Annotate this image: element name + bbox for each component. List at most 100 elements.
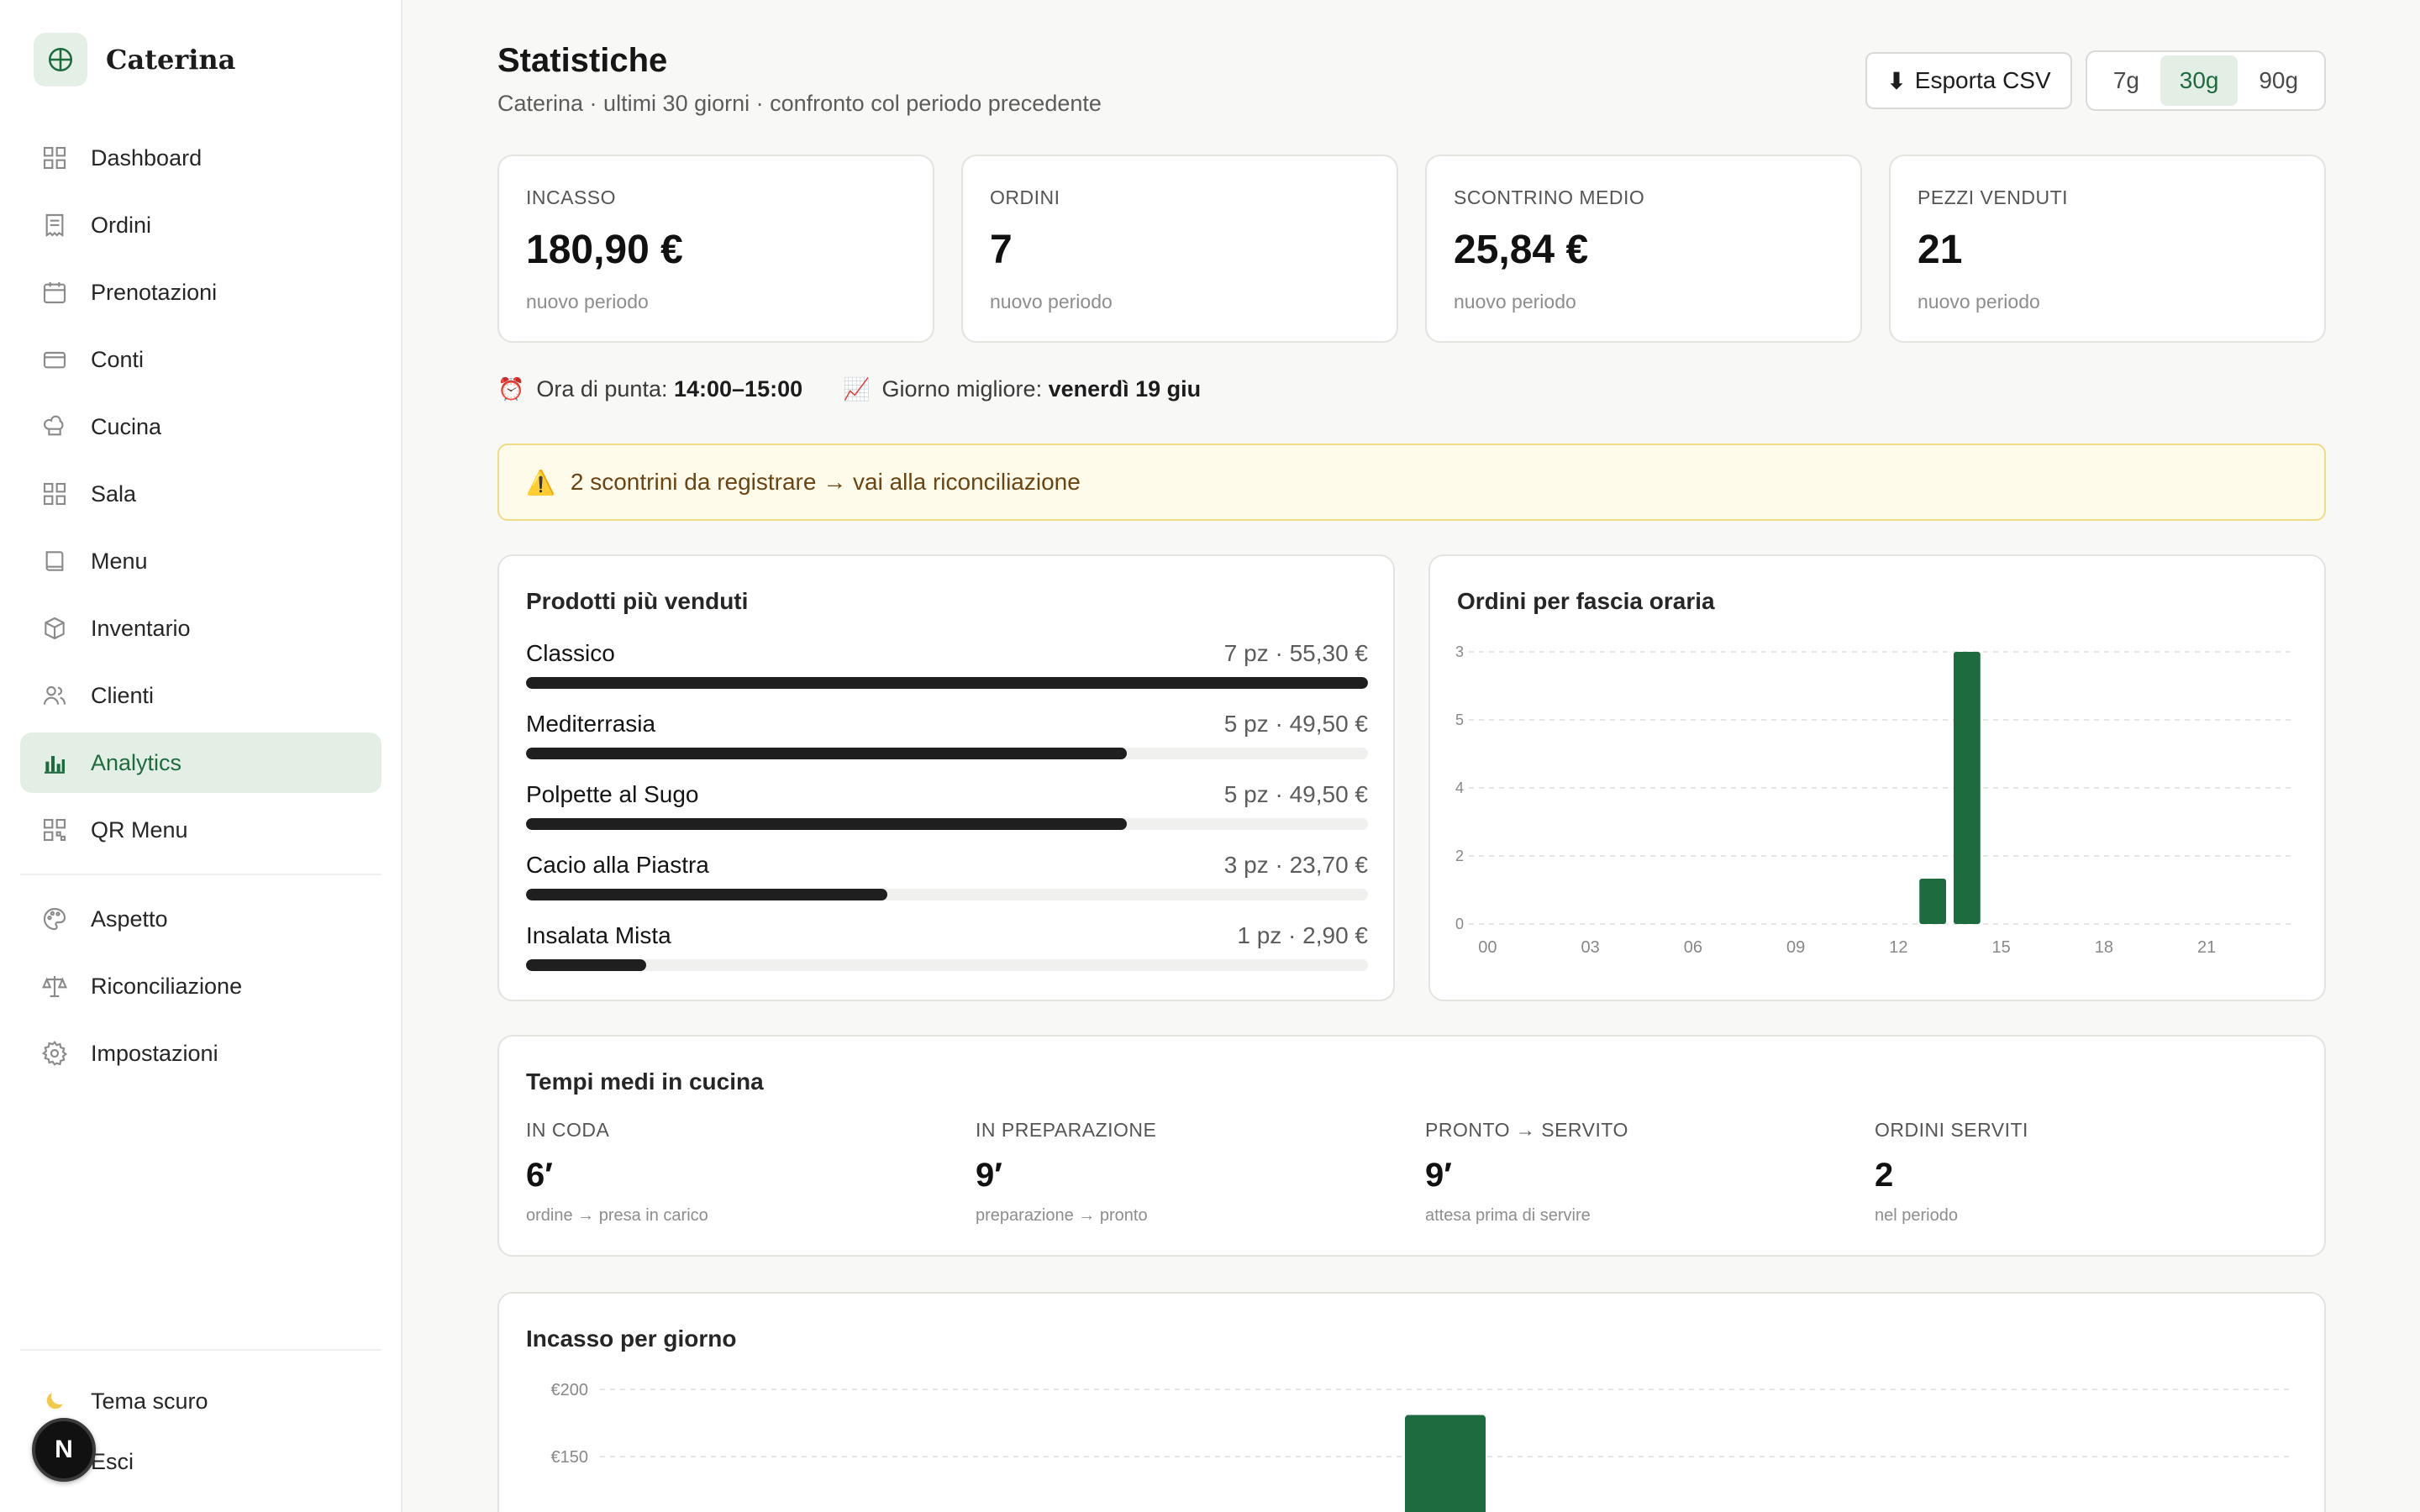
time-sub: preparazione → pronto bbox=[976, 1206, 1148, 1225]
x-tick-label: 09 bbox=[1786, 938, 1805, 957]
y-tick-label: 2 bbox=[1455, 848, 1464, 864]
range-30g-button[interactable]: 30g bbox=[2160, 55, 2238, 106]
time-label: IN PREPARAZIONE bbox=[976, 1119, 1157, 1141]
x-tick-label: 18 bbox=[2095, 938, 2113, 957]
product-row: Mediterrasia 5 pz · 49,50 € bbox=[526, 711, 1368, 759]
sidebar-item-label: Sala bbox=[91, 480, 137, 507]
chart-bar bbox=[1953, 652, 1981, 924]
grid-icon bbox=[40, 480, 69, 508]
sidebar-item-label: Cucina bbox=[91, 413, 162, 439]
product-bar-track bbox=[526, 818, 1368, 830]
kitchen-time-queue: IN CODA 6′ ordine → presa in carico bbox=[526, 1119, 708, 1226]
sidebar-item-riconciliazione[interactable]: Riconciliazione bbox=[20, 956, 381, 1016]
product-bar-fill bbox=[526, 818, 1128, 830]
kitchen-time-ready: PRONTO → SERVITO 9′ attesa prima di serv… bbox=[1425, 1119, 1628, 1226]
kitchen-time-prep: IN PREPARAZIONE 9′ preparazione → pronto bbox=[976, 1119, 1156, 1226]
kpi-card-ordini: ORDINI 7 nuovo periodo bbox=[961, 155, 1398, 343]
daily-revenue-card: Incasso per giorno €200 €150 bbox=[497, 1292, 2326, 1512]
hourly-orders-card: Ordini per fascia oraria 0 2 4 5 3 00 03 06 09 12… bbox=[1428, 554, 2326, 1001]
sidebar-item-clienti[interactable]: Clienti bbox=[20, 665, 381, 726]
range-label: 7g bbox=[2112, 67, 2139, 93]
range-label: 30g bbox=[2179, 67, 2219, 93]
kpi-sub: nuovo periodo bbox=[1454, 291, 1576, 312]
time-sub: nel periodo bbox=[1875, 1206, 1958, 1225]
floating-action-button[interactable]: N bbox=[32, 1418, 96, 1482]
kpi-value: 180,90 € bbox=[526, 228, 683, 272]
brand[interactable]: Caterina bbox=[34, 32, 235, 87]
product-bar-track bbox=[526, 748, 1368, 759]
card-title: Prodotti più venduti bbox=[526, 588, 749, 614]
theme-toggle[interactable]: Tema scuro bbox=[20, 1371, 381, 1431]
chart-bar bbox=[1919, 879, 1947, 924]
time-label: PRONTO → SERVITO bbox=[1425, 1119, 1628, 1141]
sidebar-item-cucina[interactable]: Cucina bbox=[20, 396, 381, 457]
sidebar-item-aspetto[interactable]: Aspetto bbox=[20, 889, 381, 949]
sidebar-item-dashboard[interactable]: Dashboard bbox=[20, 128, 381, 188]
y-tick-label: 0 bbox=[1455, 916, 1464, 932]
sidebar-item-label: Dashboard bbox=[91, 144, 203, 171]
sidebar-item-prenotazioni[interactable]: Prenotazioni bbox=[20, 262, 381, 323]
logout-button[interactable]: Esci bbox=[20, 1431, 381, 1492]
peak-hour-label: Ora di punta: bbox=[536, 376, 668, 402]
time-value: 6′ bbox=[526, 1157, 553, 1194]
product-meta: 1 pz · 2,90 € bbox=[1237, 922, 1368, 948]
sidebar-item-inventario[interactable]: Inventario bbox=[20, 598, 381, 659]
time-sub: attesa prima di servire bbox=[1425, 1206, 1591, 1225]
range-7g-button[interactable]: 7g bbox=[2092, 55, 2160, 106]
kitchen-times-card: Tempi medi in cucina IN CODA 6′ ordine →… bbox=[497, 1035, 2326, 1257]
wallet-icon bbox=[40, 345, 69, 374]
sidebar-item-impostazioni[interactable]: Impostazioni bbox=[20, 1023, 381, 1084]
moon-icon bbox=[40, 1387, 69, 1415]
sidebar-item-ordini[interactable]: Ordini bbox=[20, 195, 381, 255]
page-subtitle: Caterina · ultimi 30 giorni · confronto … bbox=[497, 91, 1102, 116]
time-value: 9′ bbox=[1425, 1157, 1452, 1194]
fab-label: N bbox=[55, 1436, 73, 1463]
kpi-sub: nuovo periodo bbox=[526, 291, 649, 312]
product-row: Classico 7 pz · 55,30 € bbox=[526, 640, 1368, 689]
top-products-card: Prodotti più venduti Classico 7 pz · 55,3… bbox=[497, 554, 1395, 1001]
kpi-sub: nuovo periodo bbox=[1918, 291, 2040, 312]
sidebar-item-qr-menu[interactable]: QR Menu bbox=[20, 800, 381, 860]
reconciliation-alert[interactable]: ⚠️ 2 scontrini da registrare → vai alla … bbox=[497, 444, 2326, 521]
sidebar-item-analytics[interactable]: Analytics bbox=[20, 732, 381, 793]
sidebar-item-conti[interactable]: Conti bbox=[20, 329, 381, 390]
kpi-sub: nuovo periodo bbox=[990, 291, 1113, 312]
product-name: Polpette al Sugo bbox=[526, 781, 699, 807]
export-csv-button[interactable]: ⬇ Esporta CSV bbox=[1865, 52, 2072, 109]
product-name: Mediterrasia bbox=[526, 711, 656, 737]
x-tick-label: 12 bbox=[1889, 938, 1907, 957]
logout-label: Esci bbox=[91, 1448, 134, 1474]
product-meta: 5 pz · 49,50 € bbox=[1223, 711, 1368, 737]
product-name: Cacio alla Piastra bbox=[526, 852, 709, 878]
brand-name: Caterina bbox=[106, 44, 236, 76]
users-icon bbox=[40, 681, 69, 710]
trending-chart-icon: 📈 bbox=[843, 376, 871, 402]
gear-icon bbox=[40, 1039, 69, 1068]
sidebar-item-label: Clienti bbox=[91, 682, 155, 708]
kpi-label: ORDINI bbox=[990, 186, 1060, 208]
theme-toggle-label: Tema scuro bbox=[91, 1388, 208, 1414]
sidebar-item-label: Conti bbox=[91, 346, 145, 372]
product-row-head: Mediterrasia 5 pz · 49,50 € bbox=[526, 711, 1368, 738]
sidebar-item-sala[interactable]: Sala bbox=[20, 464, 381, 524]
bar-chart-icon bbox=[40, 748, 69, 777]
best-day-value: venerdì 19 giu bbox=[1048, 376, 1202, 402]
card-title: Ordini per fascia oraria bbox=[1457, 588, 1715, 614]
y-tick-label: 5 bbox=[1455, 711, 1464, 728]
qr-icon bbox=[40, 816, 69, 844]
book-icon bbox=[40, 547, 69, 575]
sidebar-item-label: Analytics bbox=[91, 749, 182, 775]
kitchen-orders-served: ORDINI SERVITI 2 nel periodo bbox=[1875, 1119, 2028, 1226]
y-tick-label: €150 bbox=[551, 1448, 589, 1467]
product-row-head: Insalata Mista 1 pz · 2,90 € bbox=[526, 922, 1368, 949]
sidebar-item-menu[interactable]: Menu bbox=[20, 531, 381, 591]
x-tick-label: 15 bbox=[1992, 938, 2011, 957]
y-tick-label: 3 bbox=[1455, 643, 1464, 660]
sidebar-item-label: Riconciliazione bbox=[91, 973, 243, 999]
kpi-card-scontrino-medio: SCONTRINO MEDIO 25,84 € nuovo periodo bbox=[1425, 155, 1862, 343]
time-label: ORDINI SERVITI bbox=[1875, 1119, 2028, 1141]
product-bar-fill bbox=[526, 748, 1128, 759]
product-row-head: Classico 7 pz · 55,30 € bbox=[526, 640, 1368, 667]
range-90g-button[interactable]: 90g bbox=[2238, 55, 2319, 106]
product-row-head: Polpette al Sugo 5 pz · 49,50 € bbox=[526, 781, 1368, 808]
